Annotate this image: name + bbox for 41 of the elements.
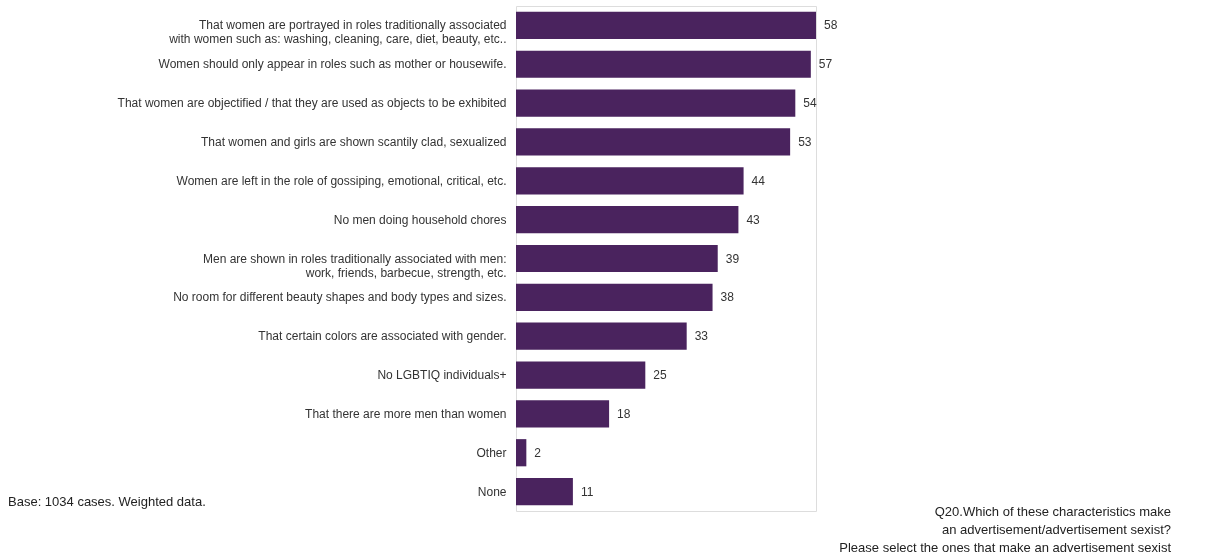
data-label: 11 <box>580 484 594 499</box>
bar <box>516 167 744 195</box>
data-label: 44 <box>751 173 766 188</box>
bar <box>516 283 713 311</box>
y-tick-label: That women are portrayed in roles traditionally associated with women such as: washing, cleaning, care, diet, beauty, etc.. <box>168 18 507 47</box>
bar <box>516 50 811 78</box>
data-label: 54 <box>803 96 817 111</box>
data-label: 57 <box>818 57 833 72</box>
y-tick-label: Other <box>476 445 507 460</box>
text: Q20.Which of these characteristics make an advertisement/advertisement sexist? Please select the ones that make an advertisement sexist <box>839 504 1172 555</box>
data-label: 18 <box>617 406 631 421</box>
y-tick-label: No room for different beauty shapes and body types and sizes. <box>173 290 507 305</box>
bar <box>516 400 610 428</box>
data-label: 39 <box>725 251 740 266</box>
y-tick-label: No men doing household chores <box>333 212 507 227</box>
y-tick-label: None <box>477 484 507 499</box>
y-tick-label: That there are more men than women <box>305 406 507 421</box>
bar <box>516 206 739 234</box>
text: Base: 1034 cases. Weighted data. <box>8 494 206 509</box>
data-label: 25 <box>653 368 667 383</box>
bar <box>516 322 687 350</box>
bar <box>516 477 573 506</box>
bar <box>516 439 527 467</box>
bar <box>516 244 718 273</box>
y-tick-label: That women and girls are shown scantily clad, sexualized <box>201 134 507 149</box>
data-label: 43 <box>746 212 761 227</box>
y-tick-label: Women are left in the role of gossiping, emotional, critical, etc. <box>176 173 507 188</box>
data-label: 33 <box>694 329 709 344</box>
y-tick-label: Women should only appear in roles such as mother or housewife. <box>158 57 507 72</box>
bar <box>516 128 791 156</box>
bar <box>516 11 816 40</box>
y-tick-label: No LGBTIQ individuals+ <box>377 368 507 383</box>
data-label: 58 <box>824 18 838 33</box>
y-tick-label: That certain colors are associated with gender. <box>258 329 507 344</box>
y-tick-label: That women are objectified / that they are used as objects to be exhibited <box>117 96 507 111</box>
data-label: 38 <box>720 290 735 305</box>
data-label: 2 <box>534 445 542 460</box>
y-tick-label: Men are shown in roles traditionally associated with men: work, friends, barbecue, strength, etc. <box>203 251 507 280</box>
data-label: 53 <box>798 134 812 149</box>
bar <box>516 361 646 389</box>
bar <box>516 89 796 117</box>
